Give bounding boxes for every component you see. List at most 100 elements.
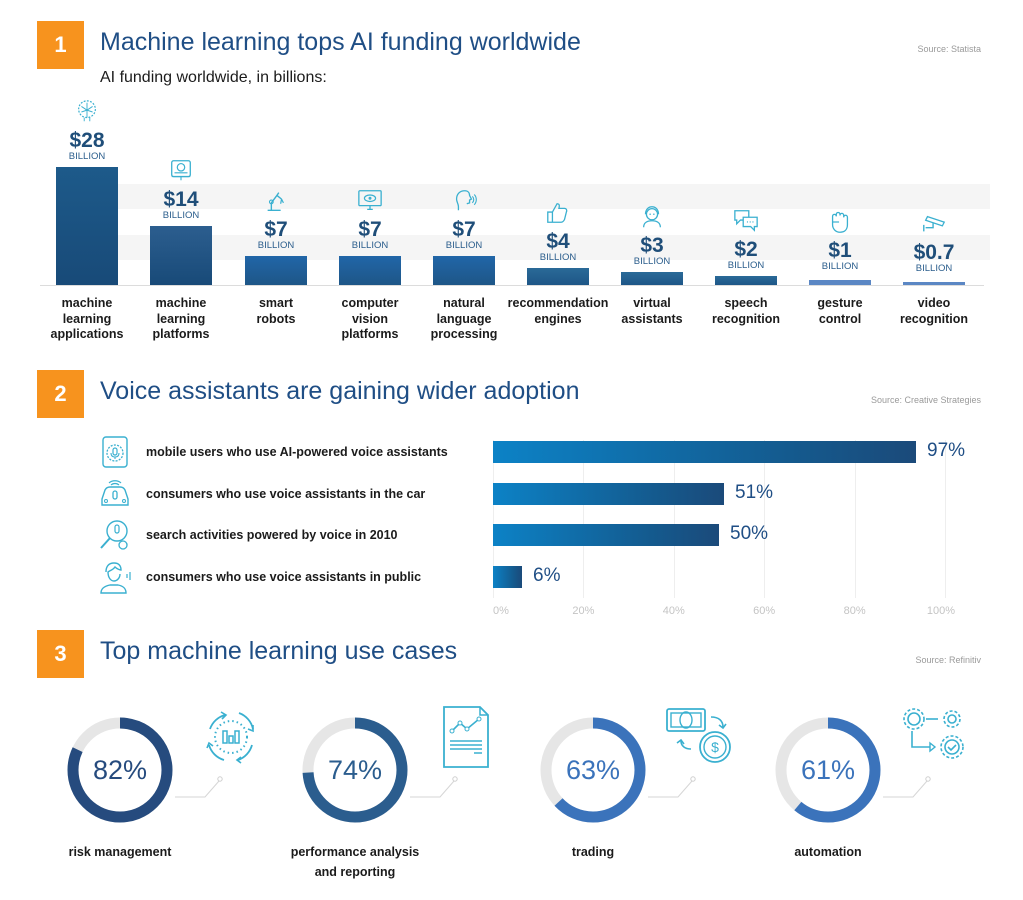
use-case-label-line: automation — [794, 845, 862, 859]
value-label: $1 — [828, 239, 852, 262]
thumbs-up-icon — [543, 200, 573, 226]
category-label-line: speech — [724, 296, 768, 310]
use-case-label: risk management — [30, 842, 210, 862]
speaking-head-icon — [449, 188, 479, 214]
bar — [245, 256, 307, 285]
section-number: 1 — [54, 32, 67, 57]
category-label-line: engines — [534, 311, 582, 326]
category-label-line: processing — [430, 327, 498, 341]
person-speaking-icon — [98, 560, 132, 594]
value-label: $4 — [546, 230, 570, 253]
section-1-source: Source: Statista — [917, 44, 981, 54]
bar — [809, 280, 871, 285]
bar — [150, 226, 212, 285]
gridline — [583, 440, 585, 598]
category-label-line: recommendation — [507, 296, 609, 310]
use-case-label: trading — [503, 842, 683, 862]
category-label: video recognition — [879, 296, 989, 327]
gridline — [764, 440, 766, 598]
adoption-bar — [493, 441, 916, 463]
value-unit: BILLION — [539, 252, 577, 263]
adoption-bar — [493, 483, 724, 505]
value-unit: BILLION — [257, 240, 295, 251]
category-label-line: robots — [256, 311, 296, 326]
security-camera-icon — [919, 211, 949, 237]
bar-column: BILLION $0.7 — [903, 0, 965, 285]
bar — [903, 282, 965, 285]
cycle-chart-icon — [195, 705, 267, 769]
phone-microphone-icon — [98, 435, 132, 469]
category-label-line: assistants — [621, 311, 683, 326]
money-exchange-icon: $ — [665, 705, 737, 769]
magnifier-microphone-icon — [98, 518, 132, 552]
value-unit: BILLION — [68, 151, 106, 162]
section-2-title: Voice assistants are gaining wider adopt… — [100, 377, 580, 405]
gridline — [854, 440, 856, 598]
category-label: smart robots — [221, 296, 331, 327]
monitor-eye-icon — [355, 188, 385, 214]
row-label: consumers who use voice assistants in th… — [146, 487, 426, 501]
bar-column: BILLION $4 — [527, 0, 589, 285]
value-unit: BILLION — [633, 256, 671, 267]
category-label-line: recognition — [711, 311, 781, 326]
category-label-line: platforms — [341, 327, 399, 341]
section-3-title: Top machine learning use cases — [100, 637, 458, 665]
donut-chart: 82% — [65, 715, 175, 825]
category-label-line: applications — [50, 327, 124, 341]
assistant-headset-icon — [637, 204, 667, 230]
category-label-line: learning — [62, 311, 112, 326]
category-label: speech recognition — [691, 296, 801, 327]
axis-tick-label: 20% — [572, 605, 595, 617]
category-label: recommendation engines — [503, 296, 613, 327]
fist-icon — [825, 209, 855, 235]
category-label: machine learning applications — [32, 296, 142, 343]
adoption-value: 51% — [735, 482, 774, 503]
use-case-label-line: performance analysis — [290, 845, 420, 859]
svg-text:$: $ — [711, 739, 719, 755]
category-label-line: machine — [155, 296, 207, 310]
category-label-line: video — [917, 296, 951, 310]
bar-column: BILLION $14 — [150, 0, 212, 285]
section-2-source: Source: Creative Strategies — [870, 395, 981, 405]
category-label-line: natural — [443, 296, 485, 310]
bar-column: BILLION $7 — [245, 0, 307, 285]
value-label: $3 — [640, 234, 664, 257]
value-unit: BILLION — [727, 260, 765, 271]
use-case-label-line: trading — [571, 845, 615, 859]
bar — [715, 276, 777, 285]
use-case-label: performance analysis and reporting — [265, 842, 445, 882]
category-label-line: control — [818, 311, 862, 326]
gridline — [945, 440, 946, 598]
donut-value: 63% — [565, 754, 621, 785]
category-label-line: computer — [341, 296, 399, 310]
section-number: 3 — [54, 641, 67, 666]
section-3-badge: 3 — [37, 630, 84, 678]
bar-column: BILLION $7 — [339, 0, 401, 285]
donut-value: 74% — [327, 754, 383, 785]
bar — [339, 256, 401, 285]
value-label: $2 — [734, 238, 758, 261]
value-label: $7 — [452, 218, 476, 241]
category-label-line: language — [436, 311, 492, 326]
bar-column: BILLION $28 — [56, 0, 118, 285]
connector-line — [883, 774, 933, 805]
connector-line — [410, 774, 460, 805]
axis-tick-label: 40% — [662, 605, 685, 617]
adoption-value: 6% — [533, 565, 561, 586]
adoption-bar — [493, 524, 719, 546]
gears-process-icon — [900, 705, 972, 769]
section-1-badge: 1 — [37, 21, 84, 69]
value-label: $0.7 — [913, 241, 955, 264]
category-label: natural language processing — [409, 296, 519, 343]
use-case-label-line: risk management — [68, 845, 172, 859]
chart-baseline — [40, 285, 984, 286]
value-label: $7 — [264, 218, 288, 241]
axis-tick-label: 100% — [926, 605, 956, 617]
category-label: computer vision platforms — [315, 296, 425, 343]
row-label: mobile users who use AI-powered voice as… — [146, 445, 448, 459]
bar — [527, 268, 589, 285]
chip-book-icon — [166, 158, 196, 184]
bar-column: BILLION $2 — [715, 0, 777, 285]
donut-value: 61% — [800, 754, 856, 785]
section-3-source: Source: Refinitiv — [915, 655, 981, 665]
